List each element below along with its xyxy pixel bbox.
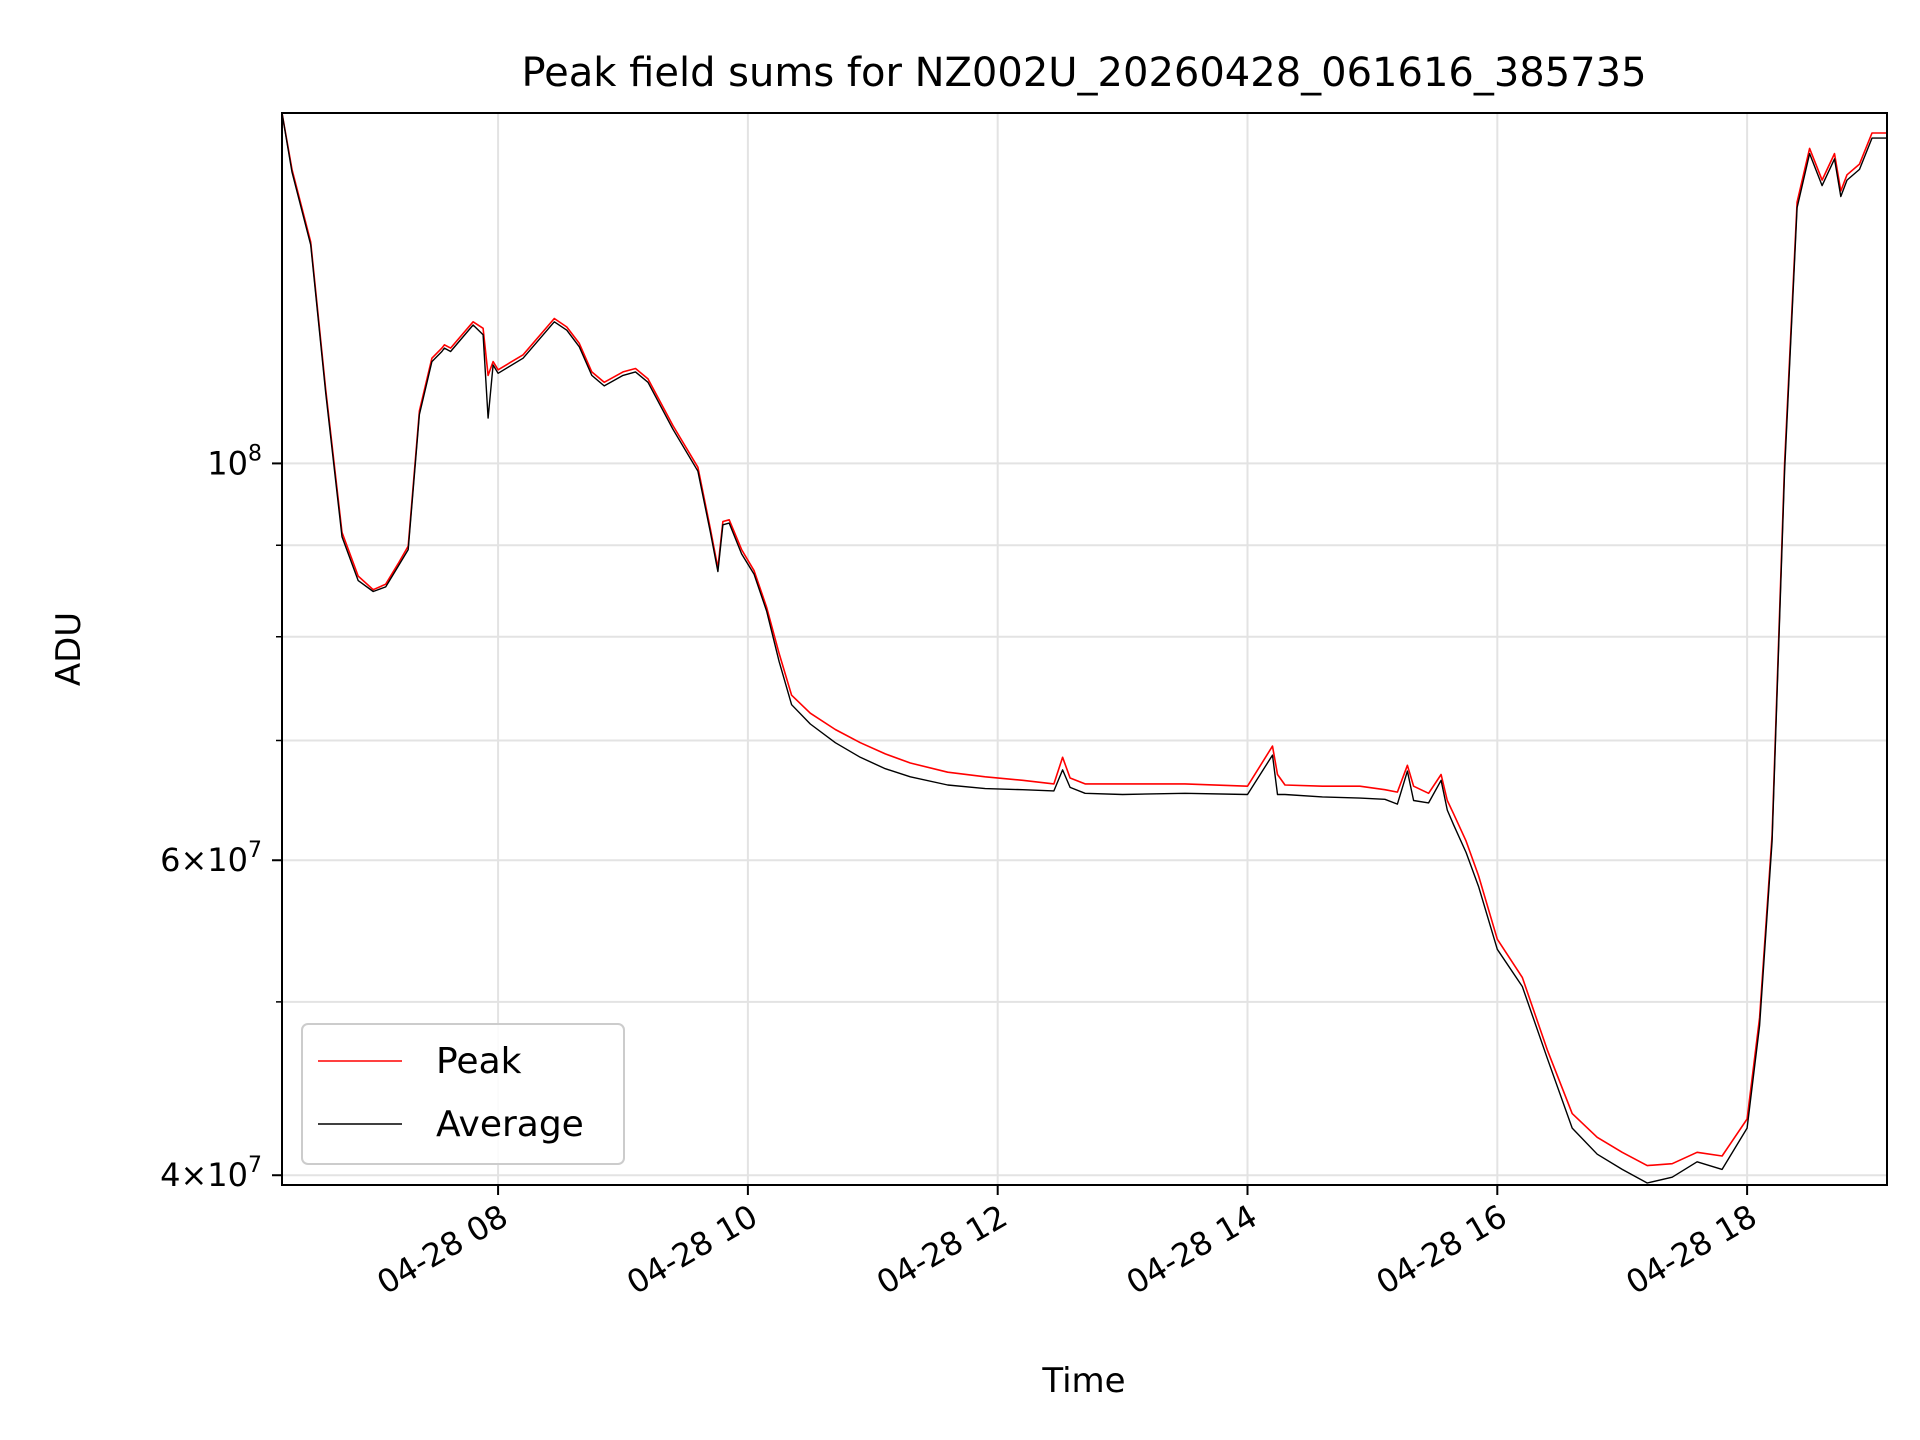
series-layer	[281, 112, 1887, 1184]
series-line-peak	[281, 112, 1887, 1167]
y-axis-label: ADU	[49, 612, 89, 686]
legend-label-average: Average	[436, 1104, 584, 1145]
legend: Peak Average	[301, 1023, 625, 1165]
plot-frame	[281, 112, 1888, 1186]
y-tick-label: 6×107	[160, 838, 262, 879]
chart-title: Peak field sums for NZ002U_20260428_0616…	[521, 50, 1646, 96]
legend-box	[301, 1023, 625, 1165]
x-axis-label: Time	[1041, 1361, 1125, 1401]
y-axis-ticks: 4×107 6×107 108	[160, 441, 282, 1194]
grid	[282, 113, 1887, 1185]
legend-label-peak: Peak	[436, 1041, 522, 1082]
y-tick-label: 108	[207, 441, 262, 482]
y-tick-label: 4×107	[160, 1153, 262, 1194]
series-line-average	[281, 112, 1887, 1184]
